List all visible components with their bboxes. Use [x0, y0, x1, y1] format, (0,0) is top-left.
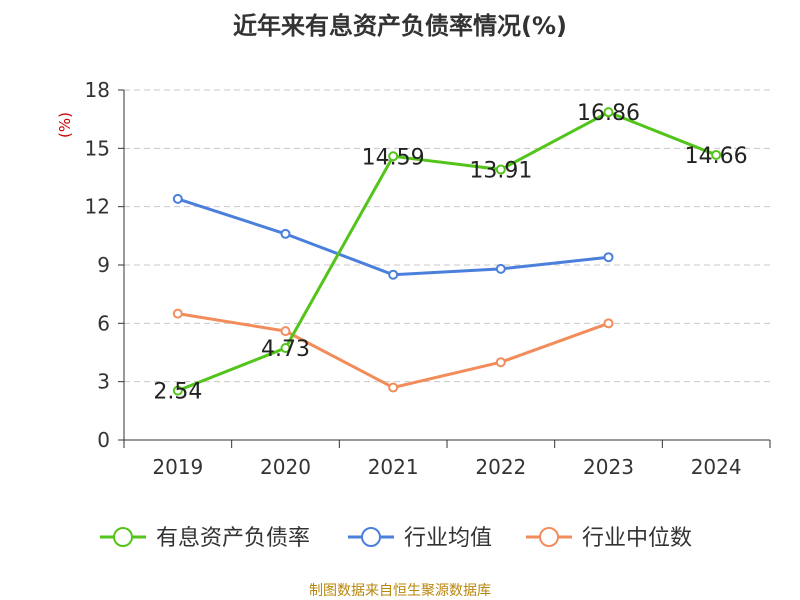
legend-label: 行业中位数 [582, 526, 692, 551]
data-label: 16.86 [577, 101, 640, 126]
y-tick-label: 15 [85, 136, 110, 160]
series-line [177, 110, 717, 393]
x-tick-label: 2024 [691, 455, 742, 479]
data-point [280, 228, 291, 239]
data-label: 4.73 [261, 337, 310, 362]
y-tick-label: 9 [97, 253, 110, 277]
data-point [388, 382, 399, 393]
y-tick-label: 3 [97, 370, 110, 394]
series-line [177, 312, 610, 390]
data-point [388, 269, 399, 280]
legend-marker [361, 527, 381, 547]
data-label: 14.59 [362, 145, 425, 170]
data-point [603, 318, 614, 329]
data-point [172, 385, 183, 396]
y-tick-label: 12 [85, 195, 110, 219]
data-point [711, 149, 722, 160]
data-point [172, 308, 183, 319]
legend-marker [113, 527, 133, 547]
data-label: 2.54 [153, 380, 202, 405]
y-tick-label: 6 [97, 311, 110, 335]
data-point [172, 193, 183, 204]
x-tick-label: 2023 [583, 455, 634, 479]
legend-label: 有息资产负债率 [156, 526, 310, 551]
x-tick-label: 2019 [152, 455, 203, 479]
y-tick-label: 0 [97, 428, 110, 452]
data-point [280, 326, 291, 337]
legend-marker [539, 527, 559, 547]
y-axis-label: (%) [56, 112, 74, 138]
x-tick-label: 2022 [475, 455, 526, 479]
data-label: 13.91 [469, 159, 532, 184]
data-point [495, 357, 506, 368]
data-point [495, 164, 506, 175]
data-point [280, 343, 291, 354]
source-note: 制图数据来自恒生聚源数据库 [309, 583, 491, 599]
data-point [603, 252, 614, 263]
data-point [495, 263, 506, 274]
x-tick-label: 2021 [368, 455, 419, 479]
data-point [388, 151, 399, 162]
data-point [603, 107, 614, 118]
data-label: 14.66 [685, 144, 748, 169]
chart-title: 近年来有息资产负债率情况(%) [233, 12, 567, 40]
y-tick-label: 18 [85, 78, 110, 102]
series-line [177, 197, 609, 277]
x-tick-label: 2020 [260, 455, 311, 479]
legend-label: 行业均值 [404, 526, 492, 551]
